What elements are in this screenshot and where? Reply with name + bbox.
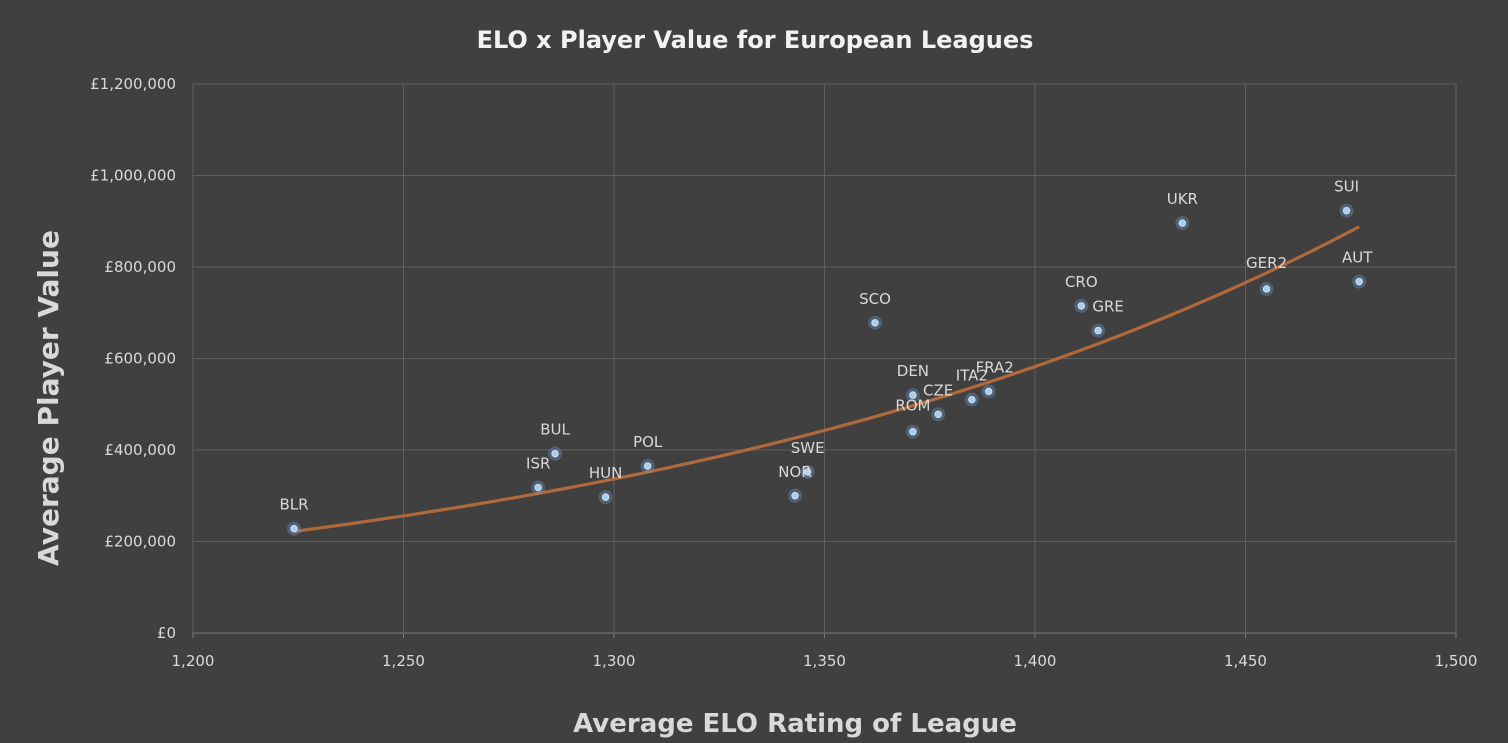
point-label-cze: CZE (923, 381, 953, 399)
data-point-cro[interactable] (1077, 302, 1086, 310)
y-tick-label: £0 (157, 624, 176, 642)
y-tick-label: £1,200,000 (90, 75, 176, 93)
data-point-den[interactable] (909, 391, 917, 399)
x-tick-label: 1,250 (382, 652, 425, 670)
data-point-ger2[interactable] (1262, 285, 1271, 293)
x-tick-label: 1,300 (593, 652, 636, 670)
x-tick-label: 1,200 (172, 652, 215, 670)
point-label-rom: ROM (895, 397, 930, 415)
point-labels-layer: BLR ISR BUL HUN POL NOR SWE SCO DEN ROMCZEITA2FRA… (280, 178, 1374, 514)
data-point-pol[interactable] (643, 462, 652, 470)
y-tick-label: £600,000 (104, 350, 176, 368)
point-label-sui: SUI (1334, 178, 1359, 196)
point-label-cro: CRO (1065, 273, 1098, 291)
point-label-pol: POL (633, 433, 663, 451)
point-label-fra2: FRA2 (976, 358, 1014, 376)
data-point-gre[interactable] (1094, 326, 1102, 335)
point-label-ger2: GER2 (1246, 254, 1287, 272)
y-tick-label: £800,000 (104, 258, 176, 276)
y-tick-label: £400,000 (104, 441, 176, 459)
point-label-isr: ISR (526, 455, 550, 473)
x-tick-label: 1,350 (803, 652, 846, 670)
data-point-cze[interactable] (934, 410, 942, 419)
point-label-nor: NOR (778, 463, 811, 481)
points-layer (287, 203, 1367, 536)
chart-title: ELO x Player Value for European Leagues (477, 26, 1034, 54)
point-label-swe: SWE (791, 439, 825, 457)
data-point-ita2[interactable] (968, 395, 976, 404)
data-point-blr[interactable] (290, 524, 298, 533)
data-point-hun[interactable] (601, 493, 610, 501)
x-tick-label: 1,500 (1435, 652, 1478, 670)
data-point-fra2[interactable] (984, 387, 993, 396)
point-label-bul: BUL (540, 421, 570, 439)
data-point-aut[interactable] (1355, 277, 1363, 286)
point-label-sco: SCO (859, 290, 891, 308)
exponential-trendline (293, 225, 1360, 534)
point-label-den: DEN (897, 362, 929, 380)
data-point-bul[interactable] (551, 449, 559, 458)
gridlines (192, 83, 1457, 634)
x-tick-label: 1,450 (1224, 652, 1267, 670)
y-tick-label: £200,000 (104, 533, 176, 551)
data-point-sui[interactable] (1342, 207, 1351, 215)
data-point-rom[interactable] (909, 428, 917, 436)
x-axis-title: Average ELO Rating of League (573, 709, 1017, 739)
trendline-layer (293, 225, 1360, 534)
point-label-blr: BLR (280, 496, 309, 514)
point-label-hun: HUN (589, 464, 622, 482)
data-point-ukr[interactable] (1178, 219, 1187, 227)
axes: £0 £200,000 £400,000 £600,000 £800,000 £1,000… (90, 75, 1477, 670)
data-point-isr[interactable] (534, 483, 542, 492)
data-point-sco[interactable] (871, 319, 879, 327)
point-label-ukr: UKR (1167, 190, 1198, 208)
y-axis-title: Average Player Value (32, 230, 65, 566)
point-label-aut: AUT (1342, 249, 1373, 267)
point-label-ita2: ITA2 (956, 367, 988, 385)
x-tick-label: 1,400 (1014, 652, 1057, 670)
data-point-swe[interactable] (803, 468, 812, 476)
point-label-gre: GRE (1092, 298, 1124, 316)
y-tick-label: £1,000,000 (90, 167, 176, 185)
data-point-nor[interactable] (791, 492, 799, 500)
